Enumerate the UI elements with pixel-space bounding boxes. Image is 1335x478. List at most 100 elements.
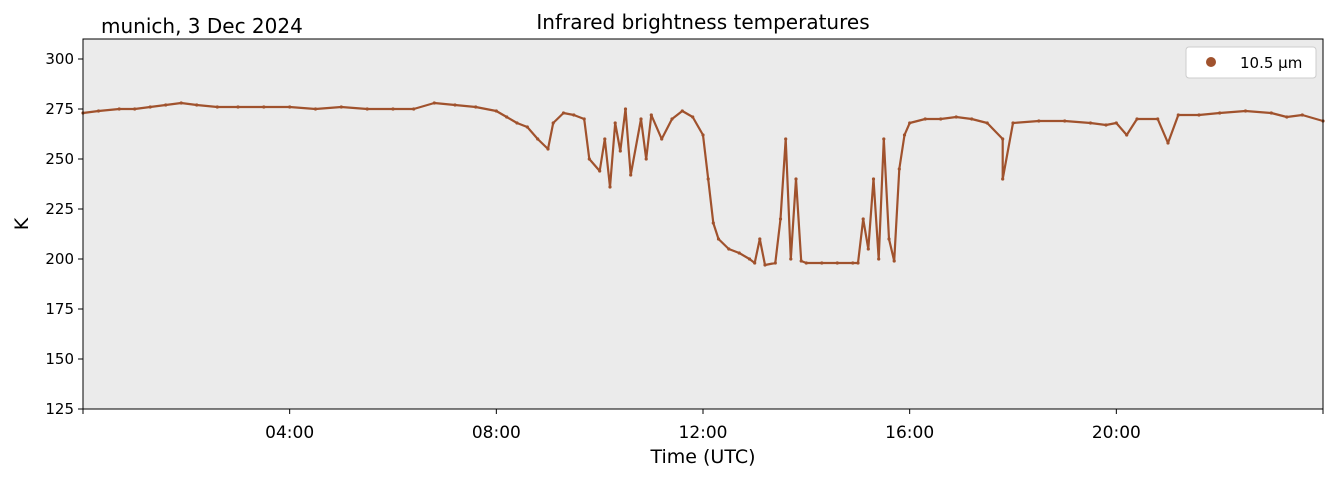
data-point	[148, 105, 152, 109]
data-point	[866, 247, 870, 251]
data-point	[117, 107, 121, 111]
data-point	[877, 257, 881, 261]
data-point	[954, 115, 958, 119]
data-point	[773, 261, 777, 265]
data-point	[701, 133, 705, 137]
y-tick-label: 150	[45, 350, 74, 368]
data-point	[1104, 123, 1108, 127]
y-tick-label: 300	[45, 50, 74, 68]
data-point	[1125, 133, 1129, 137]
legend-entry-label: 10.5 µm	[1240, 54, 1302, 72]
data-point	[789, 257, 793, 261]
chart-title: Infrared brightness temperatures	[536, 10, 869, 34]
data-point	[1037, 119, 1041, 123]
data-point	[1197, 113, 1201, 117]
data-point	[1011, 121, 1015, 125]
y-axis-label: K	[11, 217, 33, 230]
data-point	[639, 117, 643, 121]
data-point	[1166, 141, 1170, 145]
data-point	[871, 177, 876, 181]
data-point	[851, 261, 855, 265]
x-axis-label: Time (UTC)	[649, 446, 755, 468]
data-point	[474, 105, 478, 109]
data-point	[716, 237, 721, 241]
data-point	[644, 157, 648, 161]
data-point	[618, 149, 622, 153]
data-point	[582, 117, 586, 121]
x-tick-label: 08:00	[472, 423, 521, 443]
data-point	[1114, 121, 1118, 125]
x-tick-label: 04:00	[265, 423, 314, 443]
legend-box	[1185, 46, 1317, 79]
data-point	[551, 121, 555, 125]
data-point	[1218, 111, 1222, 115]
data-point	[691, 115, 695, 119]
data-point	[432, 101, 436, 105]
y-tick-label: 175	[45, 300, 74, 318]
data-point	[339, 105, 343, 109]
data-point	[1088, 121, 1093, 125]
data-point	[670, 117, 674, 121]
data-point	[505, 115, 509, 119]
data-point	[572, 113, 576, 117]
data-point	[262, 105, 266, 109]
data-point	[215, 105, 219, 109]
data-point	[763, 263, 767, 267]
y-axis: 125 150 175 200 225 250 275 300	[45, 50, 83, 418]
data-point	[1300, 113, 1304, 117]
data-point	[453, 103, 457, 107]
data-point	[856, 261, 860, 265]
y-tick-label: 200	[45, 250, 74, 268]
x-tick-label: 12:00	[679, 423, 728, 443]
data-point	[753, 261, 757, 265]
data-point	[96, 109, 101, 113]
data-point	[747, 257, 752, 261]
data-point	[613, 121, 617, 125]
data-point	[236, 105, 240, 109]
data-point	[660, 137, 664, 141]
data-point	[1176, 113, 1180, 117]
data-point	[412, 107, 416, 111]
data-point	[629, 173, 633, 177]
series-layer	[81, 101, 1325, 267]
legend: 10.5 µm	[1185, 46, 1317, 79]
data-point	[1135, 117, 1139, 121]
data-point	[365, 107, 369, 111]
data-point	[391, 107, 395, 111]
data-point	[892, 259, 896, 263]
data-point	[603, 137, 607, 141]
station-date-label: munich, 3 Dec 2024	[101, 14, 303, 38]
plot-area	[83, 39, 1323, 409]
x-axis: 04:00 08:00 12:00 16:00 20:00	[82, 409, 1324, 443]
data-point	[133, 107, 137, 111]
data-point	[649, 113, 653, 117]
data-point	[939, 117, 943, 121]
data-point	[835, 261, 839, 265]
data-point	[515, 121, 519, 125]
data-point	[711, 221, 715, 225]
data-point	[288, 105, 292, 109]
data-point	[598, 169, 602, 173]
data-point	[1001, 137, 1005, 141]
data-point	[804, 261, 808, 265]
data-point	[706, 177, 710, 181]
x-tick-label: 16:00	[885, 423, 934, 443]
y-tick-label: 250	[45, 150, 74, 168]
y-tick-label: 125	[45, 400, 74, 418]
data-point	[799, 259, 803, 263]
data-point	[680, 109, 684, 113]
data-point	[561, 111, 566, 115]
data-point	[794, 177, 798, 181]
data-point	[494, 109, 498, 113]
data-point	[313, 107, 318, 111]
data-point	[902, 133, 907, 137]
y-tick-label: 225	[45, 200, 74, 218]
data-point	[897, 167, 901, 171]
data-point	[623, 107, 628, 111]
data-point	[887, 237, 891, 241]
legend-marker	[1206, 57, 1216, 67]
data-point	[985, 121, 989, 125]
data-point	[820, 261, 824, 265]
data-point	[1269, 111, 1273, 115]
